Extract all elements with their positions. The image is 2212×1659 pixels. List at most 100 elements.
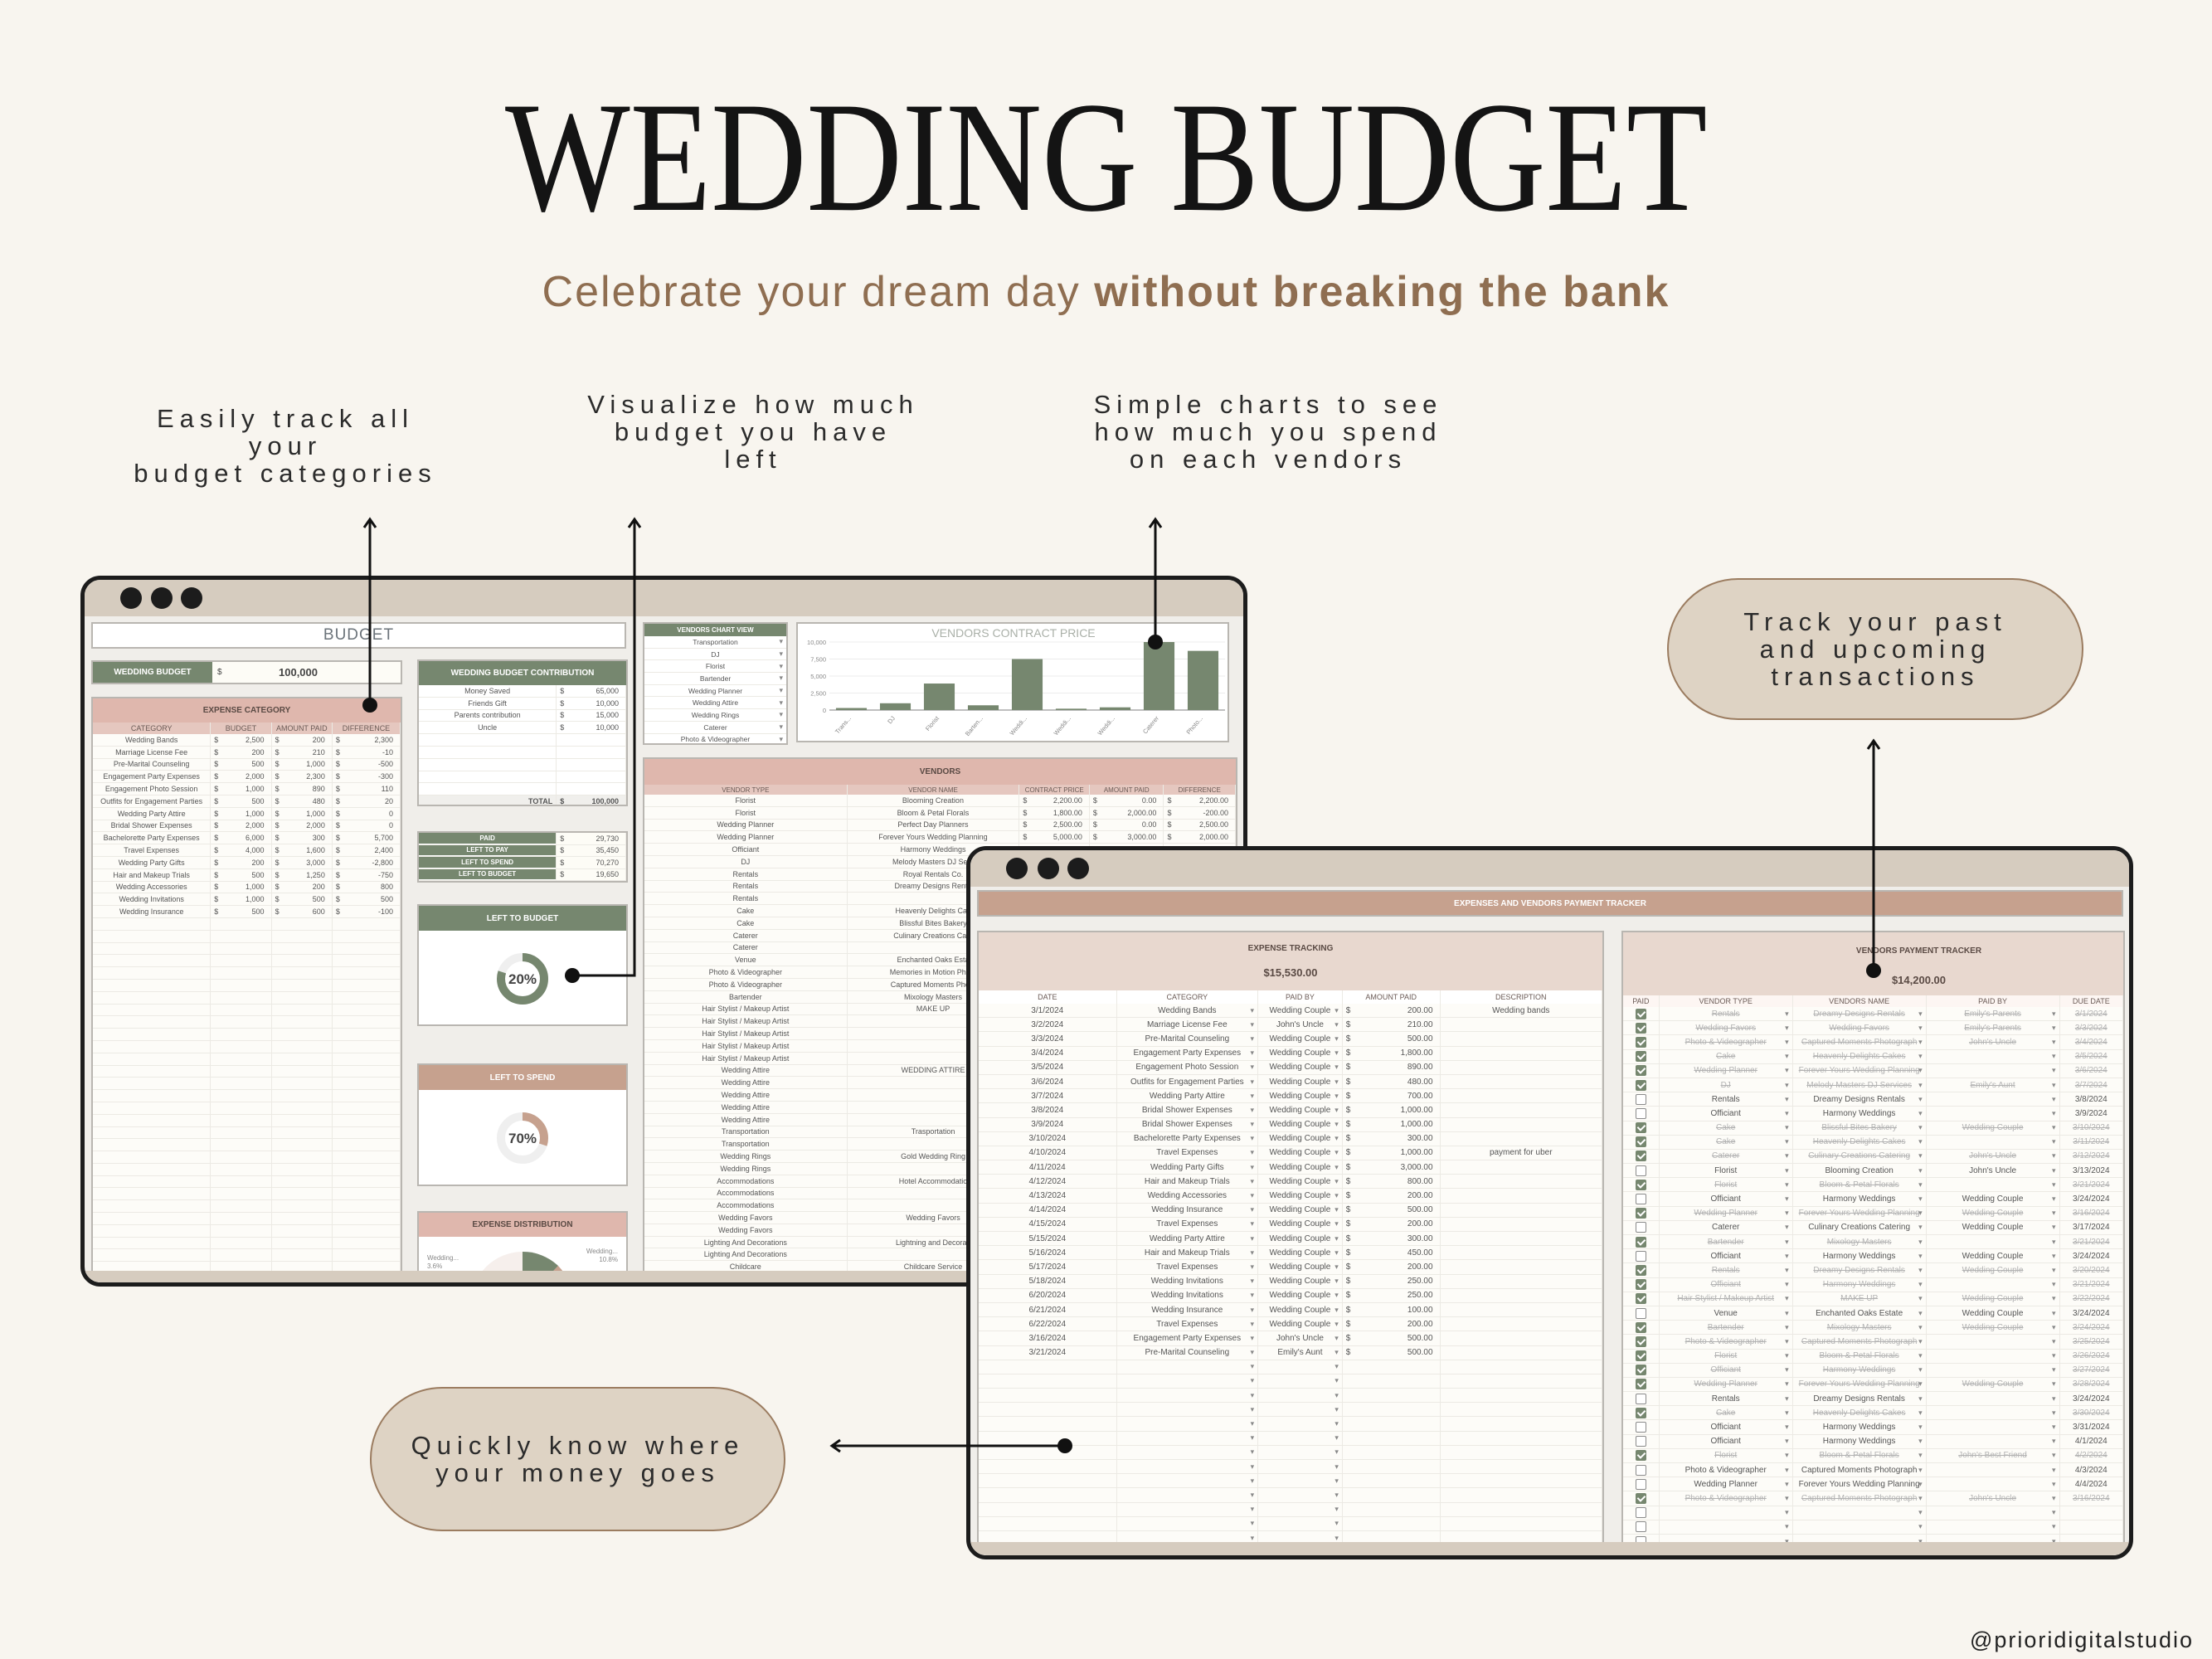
paid-by-dropdown[interactable] [1258, 1516, 1343, 1530]
amount-paid-cell[interactable]: $3,000.00 [1343, 1160, 1441, 1175]
paid-by-dropdown[interactable]: Wedding Couple [1927, 1249, 2060, 1263]
empty-cell[interactable] [211, 1016, 272, 1029]
due-date-cell[interactable]: 3/31/2024 [2060, 1420, 2123, 1434]
vendor-name-dropdown[interactable]: Mixology Masters [1793, 1321, 1927, 1335]
difference-cell[interactable]: $0 [333, 820, 401, 832]
paid-by-dropdown[interactable]: Wedding Couple [1927, 1121, 2060, 1135]
budget-cell[interactable]: $500 [211, 795, 272, 807]
budget-cell[interactable]: $1,000 [211, 881, 272, 893]
paid-by-dropdown[interactable]: Wedding Couple [1258, 1246, 1343, 1260]
date-cell[interactable]: 5/17/2024 [979, 1260, 1117, 1274]
empty-cell[interactable] [272, 1163, 333, 1175]
vendor-type-cell[interactable]: Rentals [644, 880, 848, 893]
category-dropdown[interactable]: Wedding Bands [1117, 1004, 1259, 1018]
vendor-type-dropdown[interactable]: DJ [1660, 1078, 1793, 1092]
category-dropdown[interactable]: Outfits for Engagement Parties [1117, 1074, 1259, 1089]
paid-by-dropdown[interactable] [1927, 1135, 2060, 1149]
category-cell[interactable]: Engagement Party Expenses [93, 771, 211, 783]
empty-cell[interactable] [272, 1262, 333, 1274]
category-dropdown[interactable]: Marriage License Fee [1117, 1018, 1259, 1032]
vendor-name-dropdown[interactable]: Forever Yours Wedding Planning [1793, 1477, 1927, 1491]
checkbox-unchecked[interactable] [1635, 1107, 1646, 1119]
date-cell[interactable]: 3/1/2024 [979, 1004, 1117, 1018]
description-cell[interactable] [1441, 1274, 1602, 1288]
vendor-type-cell[interactable]: Wedding Attire [644, 1113, 848, 1126]
empty-cell[interactable] [1343, 1516, 1441, 1530]
date-cell[interactable]: 6/22/2024 [979, 1317, 1117, 1331]
date-cell[interactable]: 3/9/2024 [979, 1117, 1117, 1131]
due-date-cell[interactable]: 3/16/2024 [2060, 1491, 2123, 1506]
empty-cell[interactable] [1343, 1360, 1441, 1374]
paid-by-dropdown[interactable] [1927, 1277, 2060, 1292]
vendor-name-dropdown[interactable]: Dreamy Designs Rentals [1793, 1392, 1927, 1406]
category-cell[interactable] [93, 942, 211, 955]
paid-by-dropdown[interactable]: Emily's Aunt [1927, 1078, 2060, 1092]
amount-paid-cell[interactable]: $300 [272, 832, 333, 844]
checkbox-unchecked[interactable] [1635, 1093, 1646, 1105]
empty-cell[interactable] [333, 1249, 401, 1262]
total-amount[interactable]: $100,000 [557, 795, 626, 805]
amount-paid-cell[interactable]: $890 [272, 783, 333, 795]
empty-cell[interactable] [333, 1200, 401, 1213]
vendor-name-dropdown[interactable]: Dreamy Designs Rentals [1793, 1263, 1927, 1277]
category-cell[interactable] [93, 917, 211, 930]
vendor-type-dropdown[interactable]: Rentals [1660, 1007, 1793, 1021]
vendor-name-cell[interactable]: Perfect Day Planners [848, 819, 1020, 831]
vendor-type-cell[interactable]: Photo & Videographer [644, 978, 848, 990]
category-cell[interactable]: Engagement Photo Session [93, 783, 211, 795]
date-cell[interactable]: 3/10/2024 [979, 1131, 1117, 1146]
description-cell[interactable] [1441, 1389, 1602, 1403]
category-cell[interactable] [93, 1004, 211, 1016]
vendor-name-dropdown[interactable]: Harmony Weddings [1793, 1363, 1927, 1377]
difference-cell[interactable]: $ -2,800 [333, 856, 401, 868]
paid-by-dropdown[interactable]: Wedding Couple [1258, 1131, 1343, 1146]
checkbox-unchecked[interactable] [1635, 1507, 1646, 1519]
contributor-name[interactable] [419, 771, 557, 783]
empty-cell[interactable] [211, 979, 272, 991]
empty-cell[interactable] [211, 1262, 272, 1274]
empty-cell[interactable] [1343, 1502, 1441, 1516]
empty-cell[interactable] [211, 967, 272, 979]
checkbox-checked[interactable] [1635, 1051, 1646, 1063]
empty-cell[interactable] [1343, 1460, 1441, 1474]
paid-by-dropdown[interactable]: John's Uncle [1258, 1018, 1343, 1032]
date-cell[interactable]: 5/15/2024 [979, 1232, 1117, 1246]
paid-by-dropdown[interactable]: Wedding Couple [1258, 1004, 1343, 1018]
due-date-cell[interactable]: 3/28/2024 [2060, 1377, 2123, 1392]
amount-paid-cell[interactable]: $1,000.00 [1343, 1146, 1441, 1160]
empty-cell[interactable] [272, 1040, 333, 1053]
contract-price-cell[interactable]: $2,500.00 [1019, 819, 1090, 831]
vendor-type-cell[interactable]: Bartender [644, 990, 848, 1003]
category-dropdown[interactable]: Travel Expenses [1117, 1146, 1259, 1160]
vendor-type-cell[interactable]: Florist [644, 806, 848, 819]
date-cell[interactable] [979, 1445, 1117, 1459]
vendor-type-dropdown[interactable]: Wedding Planner [1660, 1063, 1793, 1078]
description-cell[interactable] [1441, 1417, 1602, 1431]
empty-cell[interactable] [272, 1188, 333, 1200]
vendor-type-cell[interactable]: Hair Stylist / Makeup Artist [644, 1052, 848, 1064]
window-dot-icon[interactable] [151, 587, 173, 609]
empty-cell[interactable] [211, 1078, 272, 1090]
empty-cell[interactable] [211, 1126, 272, 1139]
amount-paid-cell[interactable]: $210 [272, 746, 333, 758]
vendor-type-dropdown[interactable]: Officiant [1660, 1420, 1793, 1434]
budget-cell[interactable]: $200 [211, 856, 272, 868]
vendor-type-cell[interactable]: Caterer [644, 941, 848, 954]
paid-by-dropdown[interactable]: John's Uncle [1927, 1491, 2060, 1506]
date-cell[interactable]: 3/4/2024 [979, 1046, 1117, 1060]
category-cell[interactable] [93, 967, 211, 979]
amount-paid-cell[interactable]: $3,000 [272, 856, 333, 868]
vendor-type-cell[interactable]: Accommodations [644, 1175, 848, 1187]
date-cell[interactable] [979, 1474, 1117, 1488]
paid-by-dropdown[interactable] [1258, 1502, 1343, 1516]
amount-paid-cell[interactable]: $300.00 [1343, 1232, 1441, 1246]
amount-paid-cell[interactable]: $200.00 [1343, 1004, 1441, 1018]
due-date-cell[interactable]: 3/7/2024 [2060, 1078, 2123, 1092]
category-cell[interactable] [93, 930, 211, 942]
category-cell[interactable] [93, 1175, 211, 1188]
category-cell[interactable] [93, 1126, 211, 1139]
category-cell[interactable] [93, 1090, 211, 1102]
vendor-name-dropdown[interactable]: Blooming Creation [1793, 1164, 1927, 1178]
summary-value[interactable]: $29,730 [557, 833, 626, 844]
vendor-type-cell[interactable]: Wedding Favors [644, 1224, 848, 1236]
